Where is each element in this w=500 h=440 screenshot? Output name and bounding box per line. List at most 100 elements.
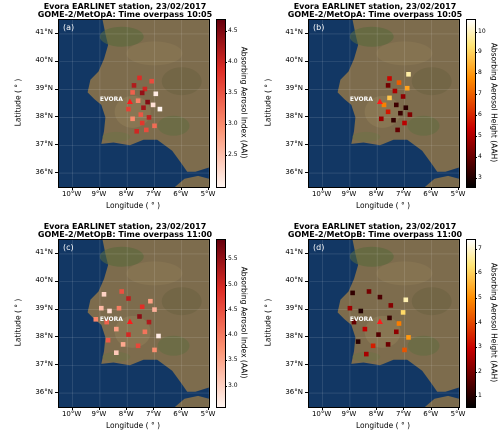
colorbar-tick	[475, 177, 477, 179]
x-tick-label: 5°W	[200, 190, 216, 198]
pixel-point	[114, 326, 119, 332]
y-tick-label: 36°N	[285, 387, 303, 396]
panel-title-line1: Evora EARLINET station, 23/02/2017	[293, 2, 457, 11]
pixel-point	[364, 351, 369, 357]
pixel-point	[105, 337, 111, 343]
pixel-point	[370, 343, 376, 349]
terrain-shade	[352, 131, 381, 142]
x-tick	[458, 187, 459, 190]
y-tick	[55, 172, 58, 174]
terrain-shade	[126, 41, 183, 66]
pixel-point	[101, 292, 107, 297]
pixel-point	[400, 310, 406, 315]
x-tick	[153, 407, 155, 410]
x-tick-label: 6°W	[423, 190, 439, 198]
x-tick-label: 8°W	[368, 190, 384, 198]
colorbar-tick	[475, 396, 477, 398]
station-marker	[126, 318, 133, 325]
terrain-shade	[349, 246, 394, 267]
x-tick	[180, 187, 182, 190]
y-tick	[55, 392, 58, 394]
morocco-land	[174, 175, 209, 187]
pixel-point	[403, 105, 409, 110]
y-tick	[55, 308, 58, 310]
pixel-point	[402, 347, 407, 353]
colorbar-tick-label: 7	[478, 90, 482, 98]
colorbar-label: Absorbing Aerosol Index (AAI)	[239, 46, 249, 159]
x-tick-label: 8°W	[118, 410, 134, 418]
x-tick-label: 8°W	[118, 190, 134, 198]
y-tick	[305, 392, 308, 394]
y-tick-label: 40°N	[35, 276, 53, 285]
pixel-point	[145, 99, 150, 105]
colorbar-tick	[475, 52, 477, 54]
map-area: (b) EVORA	[308, 19, 460, 188]
pixel-point	[137, 75, 142, 81]
y-tick	[55, 252, 58, 254]
pixel-point	[406, 335, 411, 340]
terrain-shade	[407, 335, 440, 356]
x-tick-label: 6°W	[173, 410, 189, 418]
pixel-point	[134, 129, 139, 134]
colorbar-tick-label: 3	[478, 173, 482, 181]
panel-label: (b)	[313, 23, 325, 32]
y-tick-label: 40°N	[35, 56, 53, 65]
terrain-shade	[349, 26, 394, 47]
station-label: EVORA	[349, 315, 373, 323]
y-tick-label: 38°N	[285, 111, 303, 120]
pixel-point	[135, 98, 141, 103]
colorbar-tick	[475, 31, 477, 33]
y-tick	[55, 336, 58, 338]
map-area: (c) EVORA	[58, 239, 210, 408]
y-tick	[305, 172, 308, 174]
colorbar-tick	[225, 155, 227, 157]
y-tick-label: 37°N	[35, 139, 53, 148]
colorbar	[466, 19, 476, 188]
pixel-point	[142, 86, 148, 92]
pixel-point	[156, 333, 161, 339]
colorbar-tick-label: 3.5	[228, 89, 238, 97]
y-axis-label: Latitude ( ° )	[13, 298, 23, 347]
x-axis-label: Longitude ( ° )	[355, 201, 411, 210]
terrain-shade	[376, 41, 433, 66]
y-tick	[55, 116, 58, 118]
terrain-shade	[99, 26, 144, 47]
pixel-point	[387, 95, 392, 101]
pixel-point	[400, 94, 406, 99]
x-tick	[430, 407, 432, 410]
map-area: (d) EVORA	[308, 239, 460, 408]
pixel-point	[152, 123, 157, 129]
y-tick	[305, 60, 308, 62]
colorbar-tick	[475, 248, 477, 250]
x-tick-label: 6°W	[423, 410, 439, 418]
terrain-shade	[102, 131, 131, 142]
colorbar-tick-label: 4	[478, 318, 482, 326]
colorbar-tick-label: 3	[478, 343, 482, 351]
map-area: (a) EVORA	[58, 19, 210, 188]
x-tick	[71, 187, 73, 190]
morocco-land	[424, 175, 459, 187]
pixel-point	[135, 343, 141, 349]
terrain-shade	[352, 351, 381, 362]
colorbar-tick-label: 3.0	[228, 381, 238, 389]
y-tick-label: 36°N	[35, 387, 53, 396]
colorbar-tick-label: 3.0	[228, 120, 238, 128]
panel-title-line2: GOME-2/MetOpB: Time overpass 11:00	[287, 230, 463, 239]
pixel-point	[146, 319, 152, 325]
colorbar-tick	[225, 309, 227, 311]
y-tick	[305, 88, 308, 90]
pixel-point	[347, 305, 353, 311]
colorbar-tick-label: 6	[478, 111, 482, 119]
x-tick	[403, 407, 405, 410]
y-tick	[305, 144, 308, 146]
terrain-shade	[99, 246, 144, 267]
y-axis-label: Latitude ( ° )	[13, 78, 23, 127]
colorbar-tick-label: 5.5	[228, 255, 238, 263]
y-tick-label: 41°N	[285, 248, 303, 257]
pixel-point	[139, 120, 145, 126]
pixel-point	[130, 90, 135, 95]
y-tick-label: 39°N	[285, 84, 303, 93]
x-tick	[153, 187, 155, 190]
x-tick	[208, 187, 209, 190]
colorbar-tick-label: 4	[478, 152, 482, 160]
